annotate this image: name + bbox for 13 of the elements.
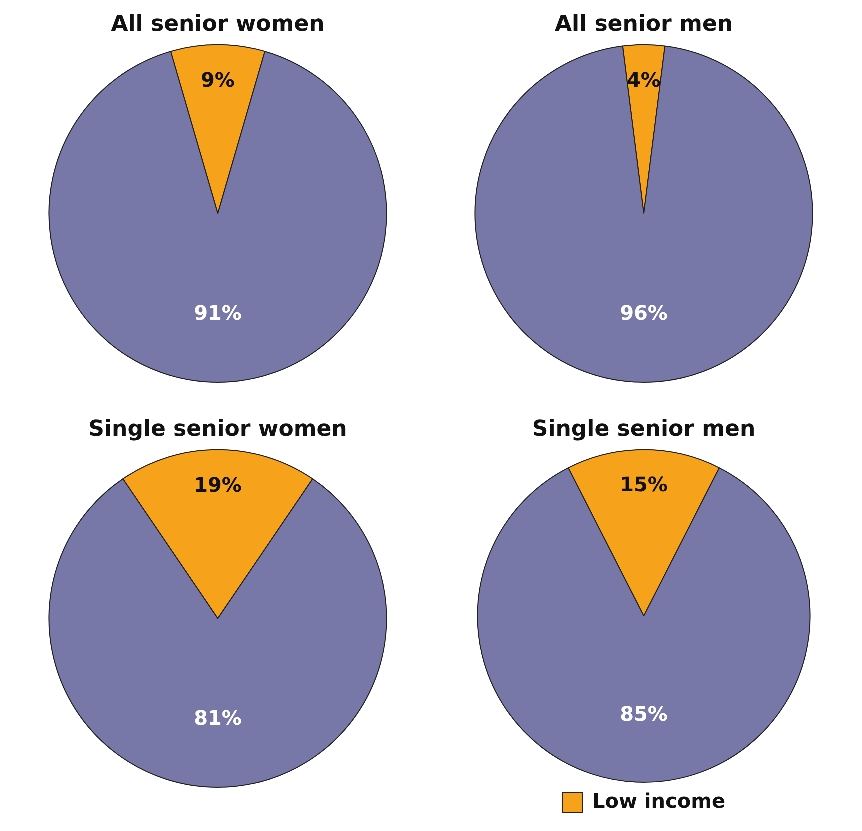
chart-title: All senior women: [111, 12, 325, 37]
data-label: 4%: [627, 68, 661, 92]
data-label: 19%: [194, 473, 242, 498]
data-label: 96%: [620, 301, 668, 326]
data-label: 91%: [194, 301, 242, 326]
legend-label: Low income: [592, 789, 726, 814]
chart-title: All senior men: [554, 12, 734, 37]
data-label: 15%: [620, 472, 668, 497]
data-label: 81%: [194, 706, 242, 730]
chart-title: Single senior men: [532, 416, 756, 442]
data-label: 9%: [201, 68, 235, 92]
chart-title: Single senior women: [88, 416, 348, 442]
data-label: 85%: [620, 702, 668, 726]
